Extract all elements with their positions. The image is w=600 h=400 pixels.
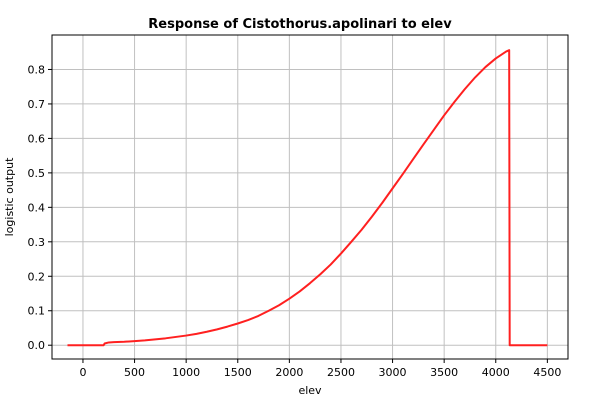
x-tick-label: 500 — [124, 366, 145, 379]
y-tick-label: 0.2 — [28, 270, 46, 283]
y-tick-label: 0.1 — [28, 305, 46, 318]
series-line — [67, 49, 548, 347]
y-tick-label: 0.4 — [28, 201, 46, 214]
x-tick-label: 4000 — [482, 366, 510, 379]
y-tick-label: 0.0 — [28, 339, 46, 352]
y-tick-label: 0.8 — [28, 63, 46, 76]
x-tick-label: 2000 — [275, 366, 303, 379]
x-tick-label: 0 — [79, 366, 86, 379]
x-tick-label: 1000 — [172, 366, 200, 379]
x-tick-label: 1500 — [224, 366, 252, 379]
chart-title: Response of Cistothorus.apolinari to ele… — [148, 17, 452, 32]
y-tick-label: 0.6 — [28, 132, 46, 145]
x-tick-label: 4500 — [533, 366, 561, 379]
ticks: 0 500 1000 1500 2000 2500 3000 3500 4000 4500 0.0 0… — [28, 63, 562, 379]
series — [67, 49, 548, 347]
x-tick-label: 3000 — [379, 366, 407, 379]
y-tick-label: 0.3 — [28, 236, 46, 249]
y-tick-label: 0.7 — [28, 98, 46, 111]
plot-frame — [51, 34, 569, 360]
x-tick-label: 3500 — [430, 366, 458, 379]
y-tick-label: 0.5 — [28, 167, 46, 180]
y-axis-label: logistic output — [3, 157, 16, 236]
x-tick-label: 2500 — [327, 366, 355, 379]
x-axis-label: elev — [298, 384, 322, 397]
grid — [52, 35, 568, 359]
